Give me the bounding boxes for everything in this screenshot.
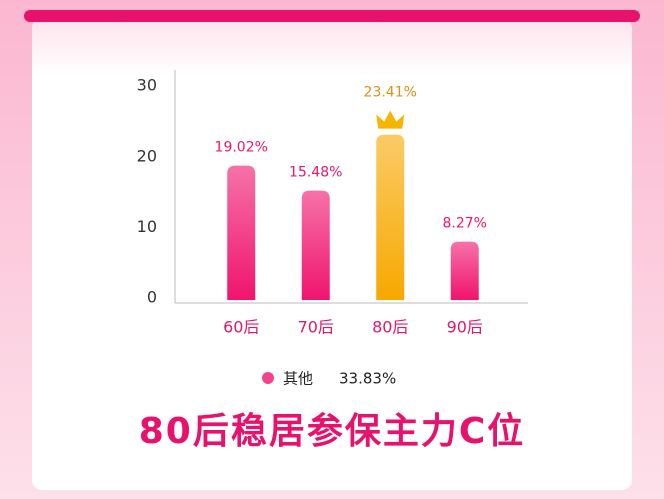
value-label: 15.48% — [289, 165, 342, 181]
chart-title: 80后稳居参保主力C位 — [139, 411, 526, 452]
x-tick-label: 80后 — [372, 318, 408, 337]
bar — [376, 134, 405, 300]
x-tick-label: 70后 — [298, 318, 334, 337]
x-tick-label: 90后 — [447, 318, 483, 337]
bar — [227, 165, 256, 300]
y-tick-label: 0 — [147, 288, 157, 307]
y-tick-label: 30 — [137, 76, 157, 95]
value-label: 19.02% — [215, 140, 268, 156]
y-tick-label: 10 — [137, 217, 157, 236]
bar — [450, 241, 479, 300]
legend-label: 其他 — [283, 370, 313, 388]
value-label: 23.41% — [364, 85, 417, 101]
x-tick-label: 60后 — [223, 318, 259, 337]
value-label: 8.27% — [443, 216, 487, 232]
legend-swatch — [262, 372, 274, 384]
y-tick-label: 20 — [137, 146, 157, 165]
crown-icon — [376, 110, 405, 129]
bar — [301, 190, 330, 300]
top-strip — [24, 10, 640, 22]
legend-value: 33.83% — [339, 370, 396, 388]
card — [32, 18, 632, 490]
